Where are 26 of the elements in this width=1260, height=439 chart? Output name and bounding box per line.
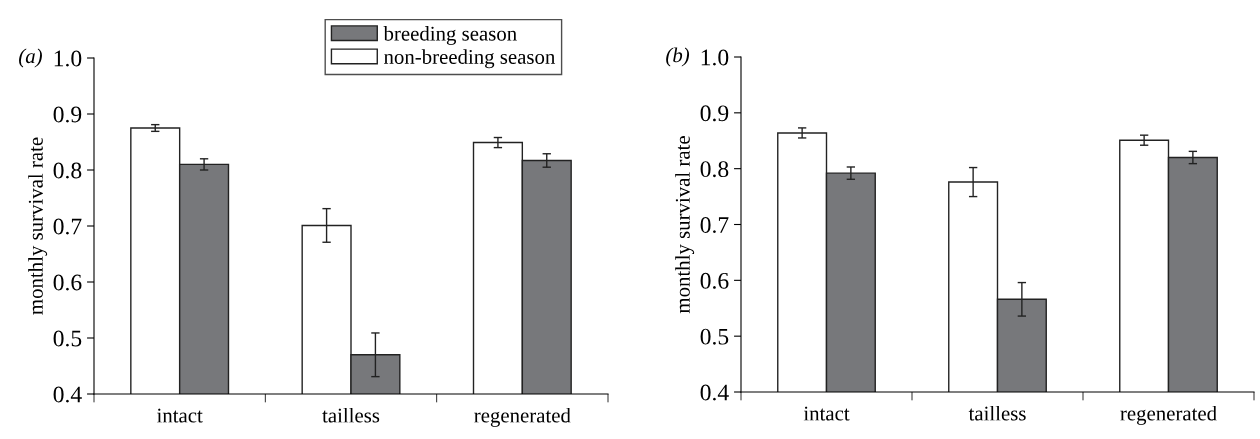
y-tick-label: 0.7: [700, 216, 729, 234]
y-tick-label: 0.7: [53, 218, 82, 235]
x-tick-label: regenerated: [1120, 405, 1217, 425]
y-tick-label: 0.9: [53, 106, 82, 123]
legend-label: breeding season: [383, 26, 517, 45]
y-tick-label: 1.0: [701, 49, 729, 66]
chart-title: (b): [666, 47, 690, 67]
y-tick-label: 0.8: [53, 162, 82, 179]
chart-title: (a): [19, 48, 42, 68]
x-tick-label: intact: [156, 408, 203, 423]
y-tick-label: 0.5: [700, 328, 729, 345]
legend-label: non-breeding season: [384, 49, 556, 69]
y-axis-title: monthly survival rate: [28, 137, 48, 315]
x-tick-label: regenerated: [474, 407, 571, 427]
x-tick-label: tailless: [322, 407, 380, 423]
y-tick-label: 0.5: [53, 330, 82, 347]
y-tick-label: 0.4: [53, 386, 82, 403]
y-tick-label: 1.0: [54, 50, 82, 67]
y-tick-label: 0.6: [53, 274, 82, 291]
y-tick-label: 0.8: [700, 161, 729, 178]
x-tick-label: intact: [803, 406, 850, 421]
y-axis-title: monthly survival rate: [675, 136, 695, 314]
x-tick-label: tailless: [968, 405, 1026, 421]
y-tick-label: 0.4: [700, 384, 729, 401]
y-tick-label: 0.9: [700, 105, 729, 122]
y-tick-label: 0.6: [700, 272, 729, 289]
